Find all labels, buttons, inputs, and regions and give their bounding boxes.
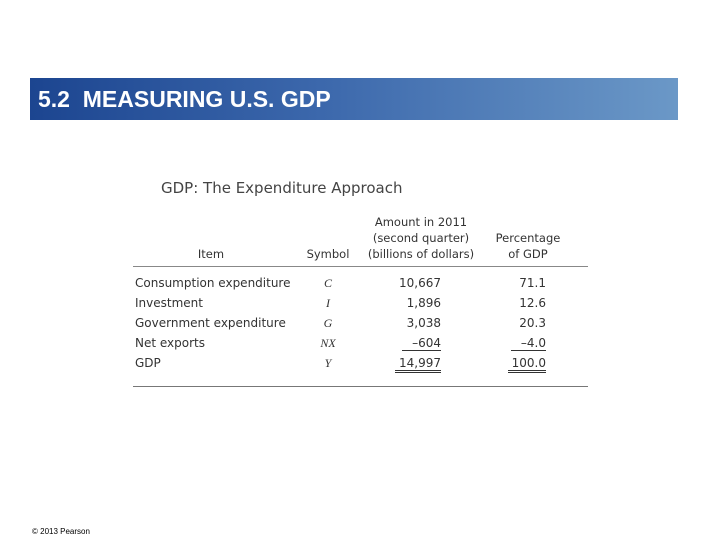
table-cell: 20.3 <box>519 316 546 330</box>
column-header: Symbol <box>301 246 355 262</box>
header-line: Symbol <box>306 247 350 261</box>
column-header: Percentage of GDP <box>488 230 568 262</box>
table-title: GDP: The Expenditure Approach <box>161 179 403 197</box>
table: GDP: The Expenditure Approach Item Symbo… <box>133 170 588 387</box>
slide-title: 5.2 MEASURING U.S. GDP <box>38 86 331 112</box>
table-cell: 12.6 <box>519 296 546 310</box>
table-cell: Y <box>324 356 332 370</box>
table-cell: 100.0 <box>507 356 546 373</box>
table-cell: 1,896 <box>406 296 441 310</box>
table-cell: Net exports <box>135 336 206 350</box>
table-cell: Investment <box>135 296 203 310</box>
column-header: Item <box>191 246 231 262</box>
table-cell: 14,997 <box>395 356 441 373</box>
header-line: Amount in 2011 <box>374 215 468 229</box>
table-cell: GDP <box>135 356 161 370</box>
copyright: © 2013 Pearson <box>32 527 90 536</box>
table-cell: –604 <box>402 336 441 351</box>
title-banner: 5.2 MEASURING U.S. GDP <box>30 78 678 120</box>
header-line: Percentage <box>495 231 561 245</box>
header-line: of GDP <box>508 247 548 261</box>
table-cell: 71.1 <box>519 276 546 290</box>
table-cell: G <box>323 316 333 330</box>
header-rule <box>133 266 588 267</box>
column-header: Amount in 2011 (second quarter) (billion… <box>361 214 481 262</box>
header-line: (second quarter) <box>372 231 470 245</box>
table-cell: I <box>326 296 330 310</box>
header-line: (billions of dollars) <box>367 247 475 261</box>
table-cell: Consumption expenditure <box>135 276 291 290</box>
table-cell: C <box>323 276 332 290</box>
table-cell: Government expenditure <box>135 316 286 330</box>
table-cell: NX <box>320 336 336 350</box>
table-cell: 3,038 <box>406 316 441 330</box>
table-cell: –4.0 <box>510 336 546 351</box>
table-cell: 10,667 <box>399 276 441 290</box>
header-line: Item <box>197 247 225 261</box>
